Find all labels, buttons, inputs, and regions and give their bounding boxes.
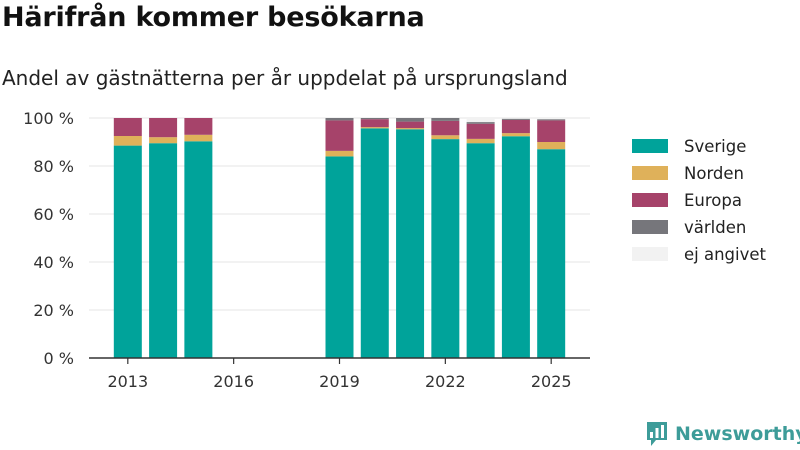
bar-segment	[537, 149, 566, 358]
brand-name: Newsworthy	[675, 423, 800, 445]
bar-segment	[501, 133, 530, 137]
bar-segment	[360, 119, 389, 128]
y-tick-label: 40 %	[33, 253, 74, 272]
legend-swatch	[632, 193, 668, 207]
y-tick-label: 60 %	[33, 205, 74, 224]
x-tick-label: 2013	[107, 372, 148, 391]
bar-segment	[466, 138, 495, 144]
legend-label: Norden	[684, 164, 744, 183]
legend: Sverige Norden Europa världen ej angivet	[632, 137, 767, 264]
legend-label: världen	[684, 218, 746, 237]
bar-segment	[360, 128, 389, 358]
x-tick-label: 2022	[425, 372, 466, 391]
legend-swatch	[632, 220, 668, 234]
y-tick-label: 20 %	[33, 301, 74, 320]
bar-segment	[184, 141, 213, 358]
bar-segment	[537, 119, 566, 121]
chart-subtitle: Andel av gästnätterna per år uppdelat på…	[2, 66, 568, 90]
stacked-bar-chart: 0 % 20 % 40 % 60 % 80 % 100 % 2013 2016 2019 2022…	[23, 109, 767, 391]
bar-segment	[325, 120, 354, 151]
bar-segment	[396, 118, 425, 122]
bar-segment	[501, 136, 530, 358]
bar-segment	[149, 118, 178, 138]
y-tick-label: 0 %	[44, 349, 74, 368]
legend-swatch	[632, 166, 668, 180]
bar-segment	[431, 120, 460, 136]
bar-segment	[466, 122, 495, 124]
bar-segment	[396, 121, 425, 129]
bar-segment	[537, 120, 566, 142]
bar-segment	[184, 118, 213, 135]
legend-label: ej angivet	[684, 245, 767, 264]
bar-segment	[360, 118, 389, 120]
bars	[113, 118, 566, 358]
bar-segment	[184, 134, 213, 142]
bar-segment	[113, 118, 142, 136]
x-tick-label: 2019	[319, 372, 360, 391]
bar-segment	[396, 128, 425, 130]
bar-segment	[431, 139, 460, 358]
bar-segment	[396, 129, 425, 358]
newsworthy-logo-icon	[647, 422, 667, 446]
legend-label: Sverige	[684, 137, 746, 156]
brand-logo: Newsworthy	[645, 420, 800, 448]
axes: 0 % 20 % 40 % 60 % 80 % 100 % 2013 2016 2019 2022…	[23, 109, 590, 391]
bar-segment	[501, 119, 530, 134]
bar-segment	[325, 150, 354, 157]
bar-segment	[113, 145, 142, 358]
bar-segment	[466, 123, 495, 139]
x-tick-label: 2025	[531, 372, 572, 391]
bar-segment	[466, 118, 495, 123]
bar-segment	[431, 118, 460, 121]
legend-swatch	[632, 139, 668, 153]
bar-segment	[466, 143, 495, 358]
bar-segment	[360, 127, 389, 129]
bar-segment	[325, 156, 354, 358]
x-tick-label: 2016	[213, 372, 254, 391]
bar-segment	[431, 135, 460, 140]
bar-segment	[537, 142, 566, 150]
bar-segment	[113, 136, 142, 146]
bar-segment	[325, 118, 354, 121]
bar-segment	[149, 143, 178, 358]
bar-segment	[501, 118, 530, 119]
bar-segment	[149, 137, 178, 144]
legend-swatch	[632, 247, 668, 261]
y-tick-label: 80 %	[33, 157, 74, 176]
bar-segment	[501, 118, 530, 120]
legend-label: Europa	[684, 191, 742, 210]
y-tick-label: 100 %	[23, 109, 74, 128]
bar-segment	[537, 118, 566, 120]
chart-title: Härifrån kommer besökarna	[2, 2, 425, 33]
